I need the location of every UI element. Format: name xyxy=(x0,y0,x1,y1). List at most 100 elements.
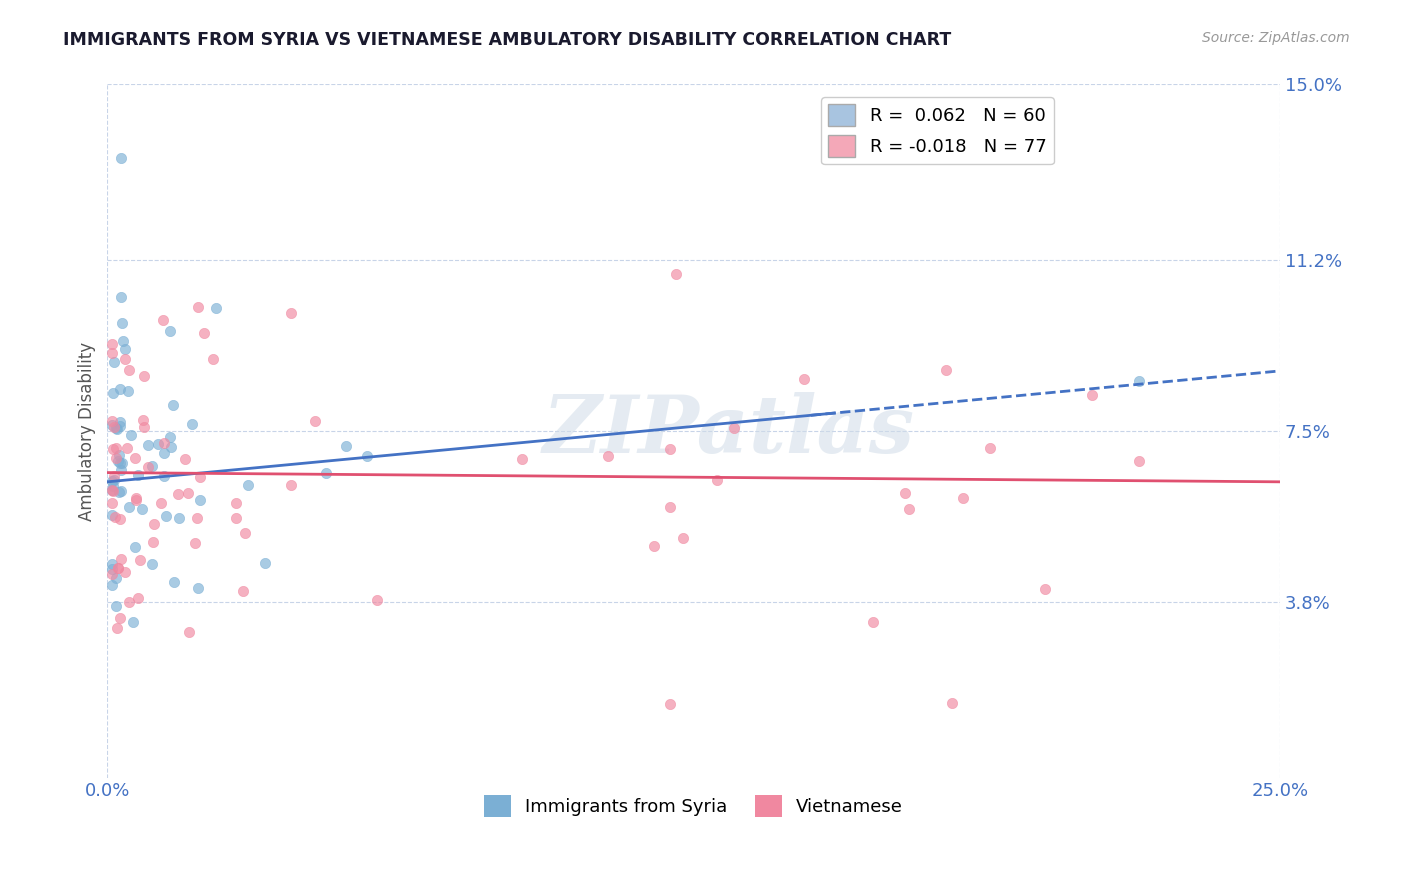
Point xyxy=(101,483,124,498)
Point xyxy=(142,517,165,532)
Point xyxy=(103,473,125,487)
Point xyxy=(510,451,533,466)
Point xyxy=(280,477,302,491)
Point xyxy=(118,595,141,609)
Point xyxy=(121,428,143,442)
Point xyxy=(186,300,208,314)
Point xyxy=(101,483,124,498)
Point xyxy=(105,621,128,635)
Point xyxy=(356,450,378,464)
Point xyxy=(141,557,163,571)
Point xyxy=(366,593,388,607)
Point xyxy=(238,477,260,491)
Point xyxy=(181,417,204,431)
Point xyxy=(124,451,146,466)
Point xyxy=(127,468,149,483)
Point xyxy=(315,466,337,480)
Point xyxy=(979,441,1001,455)
Point xyxy=(101,567,124,582)
Point xyxy=(132,420,155,434)
Point xyxy=(304,413,326,427)
Point xyxy=(101,442,124,456)
Point xyxy=(132,413,155,427)
Point xyxy=(101,495,124,509)
Point xyxy=(935,363,957,377)
Point xyxy=(122,615,145,629)
Point xyxy=(141,459,163,474)
Point xyxy=(598,450,620,464)
Point xyxy=(105,421,128,435)
Point xyxy=(131,502,153,516)
Point xyxy=(101,337,124,351)
Point xyxy=(107,448,129,462)
Point xyxy=(153,436,176,450)
Point xyxy=(177,486,200,500)
Text: IMMIGRANTS FROM SYRIA VS VIETNAMESE AMBULATORY DISABILITY CORRELATION CHART: IMMIGRANTS FROM SYRIA VS VIETNAMESE AMBU… xyxy=(63,31,952,49)
Point xyxy=(114,342,136,356)
Point xyxy=(110,152,132,166)
Point xyxy=(101,562,124,576)
Point xyxy=(132,369,155,384)
Y-axis label: Ambulatory Disability: Ambulatory Disability xyxy=(79,342,96,521)
Point xyxy=(174,452,197,467)
Point xyxy=(159,324,181,338)
Point xyxy=(167,511,190,525)
Point xyxy=(108,512,131,526)
Point xyxy=(136,438,159,452)
Point xyxy=(166,487,188,501)
Point xyxy=(153,468,176,483)
Point xyxy=(107,454,129,468)
Point xyxy=(184,536,207,550)
Point xyxy=(706,473,728,487)
Text: Source: ZipAtlas.com: Source: ZipAtlas.com xyxy=(1202,31,1350,45)
Point xyxy=(162,398,184,412)
Point xyxy=(146,437,169,451)
Point xyxy=(152,312,174,326)
Legend: Immigrants from Syria, Vietnamese: Immigrants from Syria, Vietnamese xyxy=(477,788,911,824)
Point xyxy=(101,508,124,522)
Point xyxy=(159,430,181,444)
Point xyxy=(111,456,134,470)
Point xyxy=(110,290,132,304)
Point xyxy=(665,267,688,281)
Point xyxy=(101,557,124,571)
Point xyxy=(114,351,136,366)
Point xyxy=(104,599,127,614)
Point xyxy=(108,419,131,434)
Point xyxy=(114,565,136,579)
Point xyxy=(110,484,132,499)
Point xyxy=(142,535,165,549)
Point xyxy=(280,306,302,320)
Point xyxy=(159,440,181,454)
Point xyxy=(1033,582,1056,596)
Point xyxy=(103,385,125,400)
Point xyxy=(893,486,915,500)
Point xyxy=(110,415,132,429)
Point xyxy=(101,345,124,359)
Point xyxy=(793,372,815,386)
Point xyxy=(111,316,134,330)
Point xyxy=(108,485,131,500)
Point xyxy=(254,556,277,570)
Point xyxy=(108,611,131,625)
Point xyxy=(103,420,125,434)
Point xyxy=(127,591,149,605)
Point xyxy=(107,561,129,575)
Point xyxy=(643,539,665,553)
Point xyxy=(672,531,695,545)
Point xyxy=(124,492,146,507)
Point xyxy=(105,571,128,585)
Point xyxy=(201,352,224,367)
Point xyxy=(659,697,682,711)
Point xyxy=(232,584,254,599)
Point xyxy=(105,450,128,465)
Point xyxy=(125,491,148,505)
Point xyxy=(103,479,125,493)
Point xyxy=(117,384,139,398)
Point xyxy=(103,355,125,369)
Point xyxy=(103,469,125,483)
Point xyxy=(124,540,146,554)
Point xyxy=(941,696,963,710)
Point xyxy=(136,460,159,475)
Point xyxy=(155,508,177,523)
